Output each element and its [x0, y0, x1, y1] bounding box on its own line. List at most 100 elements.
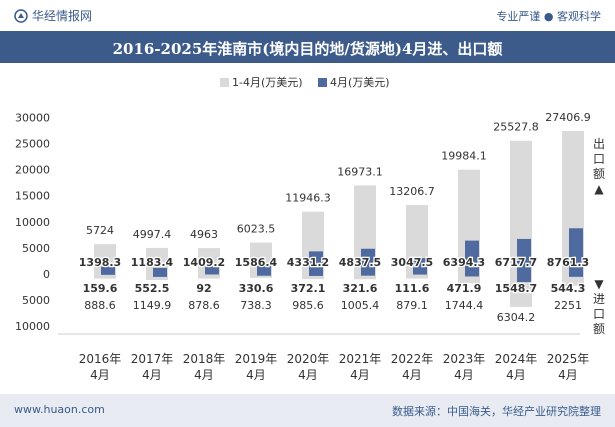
footer-website[interactable]: www.huaon.com	[14, 403, 105, 416]
month-import-label: 372.1	[291, 282, 326, 295]
month-export-bar	[205, 266, 219, 274]
month-import-label: 92	[196, 282, 211, 295]
month-import-label: 159.6	[83, 282, 118, 295]
month-import-bar	[361, 274, 375, 276]
legend-label-month: 4月(万美元)	[330, 76, 390, 89]
footer-source: 数据来源：中国海关，华经产业研究院整理	[392, 405, 601, 418]
ytd-export-label: 11946.3	[285, 192, 331, 205]
title-bar	[0, 31, 615, 63]
y-tick-label: 20000	[15, 164, 50, 177]
brand-name: 华经情报网	[32, 9, 93, 23]
y-tick-label: 10000	[15, 320, 50, 333]
chart: 1-4月(万美元) 4月(万美元) 30000 25000 20000 15000 10…	[15, 76, 605, 382]
ytd-export-label: 19984.1	[441, 150, 487, 163]
month-export-label: 8761.3	[547, 256, 589, 269]
month-import-label: 544.3	[551, 282, 586, 295]
month-import-bar	[569, 274, 583, 277]
month-import-label: 471.9	[447, 282, 482, 295]
x-tick-label-year: 2021年	[339, 352, 382, 366]
month-import-bar	[101, 274, 115, 275]
month-export-label: 4331.2	[287, 256, 329, 269]
x-tick-label-month: 4月	[298, 368, 318, 382]
month-export-label: 1409.2	[183, 256, 225, 269]
x-tick-label-month: 4月	[246, 368, 266, 382]
ytd-export-label: 16973.1	[337, 165, 383, 178]
month-export-bar	[309, 251, 323, 274]
ytd-import-label: 878.6	[188, 299, 220, 312]
month-export-label: 3047.5	[391, 256, 433, 269]
month-import-label: 330.6	[239, 282, 274, 295]
ytd-import-label: 985.6	[292, 299, 324, 312]
month-import-bar	[205, 274, 219, 275]
ytd-import-bar	[406, 274, 428, 279]
ytd-import-label: 2251	[554, 299, 582, 312]
ytd-export-label: 5724	[86, 224, 114, 237]
ytd-import-bar	[302, 274, 324, 280]
ytd-import-bar	[146, 274, 168, 281]
ytd-export-label: 13206.7	[389, 185, 435, 198]
y-tick-label: 15000	[15, 190, 50, 203]
month-export-bar	[153, 267, 167, 274]
x-tick-label-year: 2025年	[547, 352, 590, 366]
ytd-export-bar	[146, 247, 168, 274]
y-tick-label: 25000	[15, 138, 50, 151]
ytd-export-label: 6023.5	[237, 223, 276, 236]
x-tick-label-month: 4月	[506, 368, 526, 382]
ytd-import-label: 888.6	[84, 299, 116, 312]
y-axis-label-export: 出口额▲	[593, 137, 605, 196]
month-import-label: 1548.7	[495, 282, 537, 295]
y-tick-label: 30000	[15, 111, 50, 124]
x-tick-label-year: 2024年	[495, 352, 538, 366]
y-axis-label-import: ▼进口额	[593, 277, 605, 336]
data-labels: 5724 1398.3 159.6 888.6 4997.4 1183.4 552.5 114…	[78, 111, 591, 324]
ytd-import-bar	[562, 274, 584, 286]
month-import-label: 552.5	[135, 282, 170, 295]
month-import-bar	[465, 274, 479, 277]
chart-title: 2016-2025年淮南市(境内目的地/货源地)4月进、出口额	[112, 40, 503, 58]
month-export-label: 6717.7	[495, 256, 537, 269]
footer-bar	[0, 394, 615, 427]
month-import-label: 321.6	[343, 282, 378, 295]
month-export-label: 1586.4	[235, 256, 278, 269]
y-axis: 30000 25000 20000 15000 10000 5000 0 5000 10000	[15, 111, 50, 333]
ytd-export-bar	[406, 205, 428, 274]
bars	[94, 130, 584, 307]
x-tick-label-month: 4月	[402, 368, 422, 382]
ytd-import-label: 6304.2	[497, 311, 536, 324]
x-tick-label-year: 2020年	[287, 352, 330, 366]
month-export-bar	[101, 266, 115, 274]
month-import-label: 111.6	[395, 282, 430, 295]
x-tick-label-year: 2022年	[391, 352, 434, 366]
ytd-import-label: 1005.4	[341, 299, 380, 312]
month-export-bar	[257, 265, 271, 274]
ytd-import-bar	[250, 274, 272, 278]
x-tick-label-month: 4月	[454, 368, 474, 382]
ytd-import-label: 1744.4	[445, 299, 484, 312]
top-bar: 华经情报网 专业严谨 ● 客观科学	[0, 0, 615, 30]
y-tick-label: 5000	[22, 294, 50, 307]
x-tick-label-year: 2016年	[79, 352, 122, 366]
month-export-bar	[413, 258, 427, 274]
ytd-import-label: 738.3	[240, 299, 272, 312]
x-tick-label-month: 4月	[350, 368, 370, 382]
x-tick-label-year: 2018年	[183, 352, 226, 366]
month-import-bar	[153, 274, 167, 277]
ytd-import-bar	[458, 274, 480, 284]
month-export-bar	[361, 248, 375, 274]
ytd-export-label: 25527.8	[493, 121, 539, 134]
month-export-bar	[569, 228, 583, 274]
brand-logo[interactable]: 华经情报网	[14, 7, 92, 24]
y-axis-label-import-text: ▼进口额	[593, 277, 605, 336]
ytd-import-label: 1149.9	[133, 299, 172, 312]
x-tick-label-year: 2019年	[235, 352, 278, 366]
month-export-bar	[517, 238, 531, 274]
x-axis: 2016年 4月 2017年 4月 2018年 4月 2019年 4月 2020年 4月 2021年…	[79, 352, 590, 382]
legend-swatch-ytd	[220, 78, 229, 87]
ytd-import-label: 879.1	[396, 299, 428, 312]
month-import-bar	[309, 274, 323, 276]
x-tick-label-month: 4月	[90, 368, 110, 382]
month-import-bar	[413, 274, 427, 275]
month-import-bar	[257, 274, 271, 276]
month-export-label: 4837.5	[339, 256, 381, 269]
y-tick-label: 0	[43, 268, 50, 281]
